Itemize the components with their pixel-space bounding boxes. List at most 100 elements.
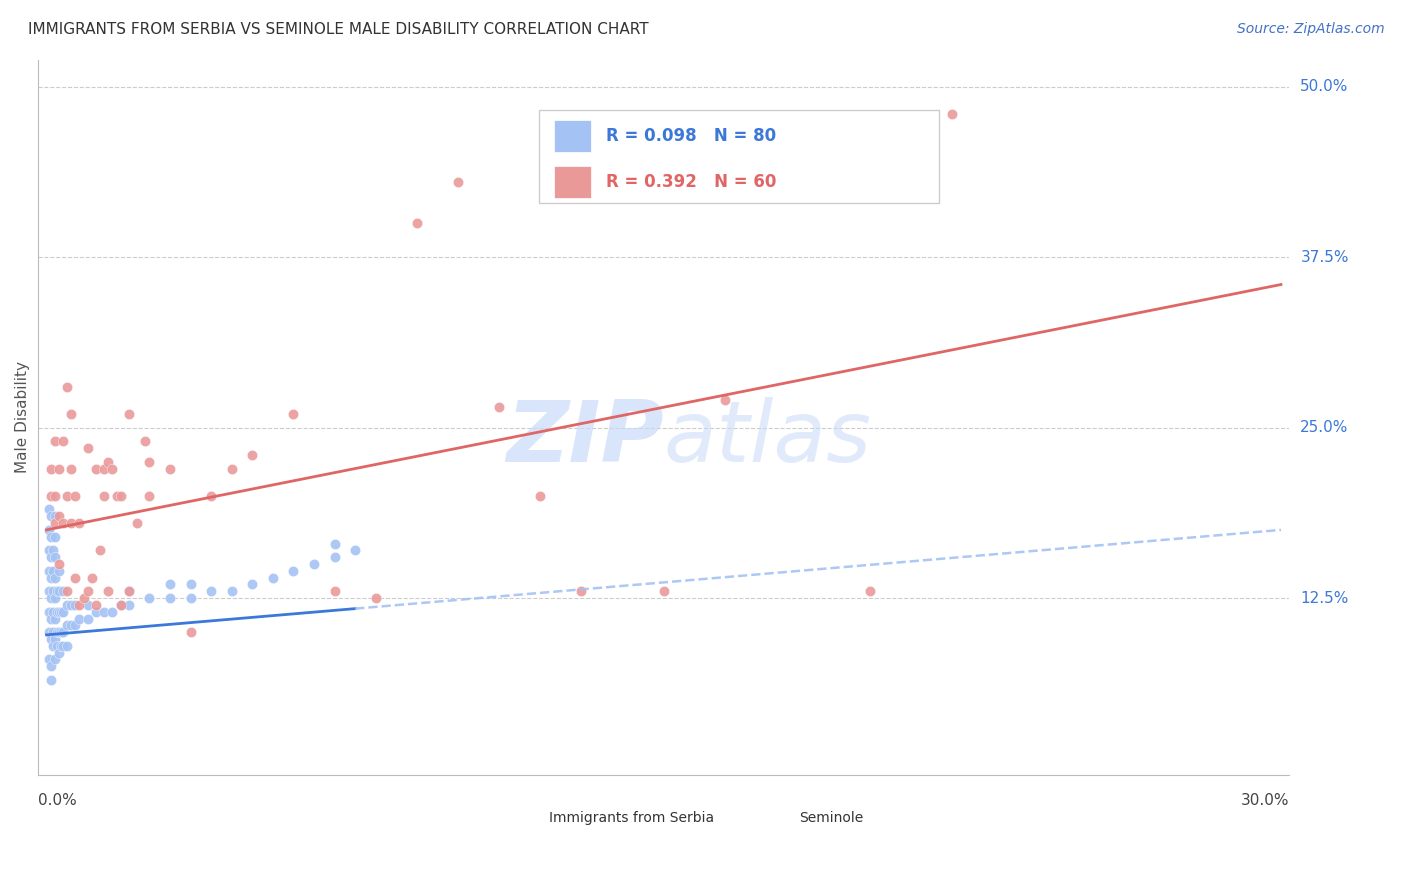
Point xyxy=(97,455,120,469)
Point xyxy=(44,632,66,646)
Point xyxy=(49,639,72,653)
Point xyxy=(52,605,75,619)
Point xyxy=(49,605,72,619)
Point xyxy=(48,509,70,524)
Text: R = 0.098   N = 80: R = 0.098 N = 80 xyxy=(606,127,776,145)
Point xyxy=(39,673,62,687)
Y-axis label: Male Disability: Male Disability xyxy=(15,361,30,474)
Point xyxy=(38,625,60,640)
Point xyxy=(571,584,593,599)
Point xyxy=(38,564,60,578)
Point xyxy=(262,571,284,585)
Point xyxy=(45,625,67,640)
Point xyxy=(80,571,103,585)
Point xyxy=(159,591,181,605)
Point xyxy=(48,625,70,640)
Point xyxy=(344,543,367,558)
Point xyxy=(56,639,79,653)
Point xyxy=(406,216,429,230)
Point xyxy=(44,530,66,544)
Point xyxy=(52,516,75,530)
Point xyxy=(302,557,325,571)
Text: atlas: atlas xyxy=(664,398,872,481)
Point xyxy=(240,577,263,591)
Point xyxy=(65,571,87,585)
Point xyxy=(110,489,132,503)
Point xyxy=(118,407,141,421)
Point xyxy=(97,584,120,599)
Point xyxy=(941,107,963,121)
Point xyxy=(44,571,66,585)
Point xyxy=(48,646,70,660)
Point xyxy=(101,461,124,475)
Point xyxy=(42,625,65,640)
Point xyxy=(159,577,181,591)
Text: IMMIGRANTS FROM SERBIA VS SEMINOLE MALE DISABILITY CORRELATION CHART: IMMIGRANTS FROM SERBIA VS SEMINOLE MALE … xyxy=(28,22,648,37)
Point xyxy=(39,659,62,673)
Point xyxy=(221,461,243,475)
Point xyxy=(69,598,91,612)
Point xyxy=(44,611,66,625)
Point xyxy=(60,516,83,530)
Point xyxy=(93,489,115,503)
Point xyxy=(56,598,79,612)
Text: 0.0%: 0.0% xyxy=(38,793,77,808)
Point xyxy=(180,591,202,605)
Point xyxy=(45,584,67,599)
Point xyxy=(138,591,160,605)
Point xyxy=(39,489,62,503)
Text: Immigrants from Serbia: Immigrants from Serbia xyxy=(548,811,714,825)
Point xyxy=(56,618,79,632)
Point xyxy=(44,434,66,449)
Point xyxy=(323,584,346,599)
Text: R = 0.392   N = 60: R = 0.392 N = 60 xyxy=(606,173,776,191)
Point xyxy=(48,564,70,578)
Text: ZIP: ZIP xyxy=(506,398,664,481)
Point xyxy=(42,584,65,599)
Point xyxy=(39,591,62,605)
Point xyxy=(52,639,75,653)
Point xyxy=(323,550,346,565)
Point xyxy=(44,489,66,503)
Point xyxy=(42,543,65,558)
Point xyxy=(39,632,62,646)
Bar xyxy=(554,166,591,198)
Bar xyxy=(763,807,792,829)
Text: 12.5%: 12.5% xyxy=(1301,591,1348,606)
Point xyxy=(56,489,79,503)
Point xyxy=(76,598,98,612)
Point xyxy=(76,441,98,455)
Point xyxy=(69,611,91,625)
Point xyxy=(89,543,111,558)
Point xyxy=(714,393,737,408)
Point xyxy=(76,611,98,625)
Point xyxy=(200,584,222,599)
Point xyxy=(84,598,107,612)
Point xyxy=(69,516,91,530)
Point xyxy=(180,577,202,591)
Point xyxy=(38,652,60,666)
Point xyxy=(44,591,66,605)
Bar xyxy=(513,807,541,829)
Point xyxy=(118,584,141,599)
Point xyxy=(38,543,60,558)
Point xyxy=(101,605,124,619)
Point xyxy=(283,407,305,421)
Point xyxy=(39,461,62,475)
Point xyxy=(65,598,87,612)
Point xyxy=(44,550,66,565)
FancyBboxPatch shape xyxy=(538,110,939,202)
Point xyxy=(39,611,62,625)
Point xyxy=(42,605,65,619)
Point xyxy=(38,584,60,599)
Point xyxy=(65,618,87,632)
Point xyxy=(60,407,83,421)
Point xyxy=(48,557,70,571)
Point xyxy=(93,461,115,475)
Text: 25.0%: 25.0% xyxy=(1301,420,1348,435)
Point xyxy=(49,625,72,640)
Point xyxy=(45,605,67,619)
Point xyxy=(488,401,510,415)
Point xyxy=(48,605,70,619)
Point xyxy=(159,461,181,475)
